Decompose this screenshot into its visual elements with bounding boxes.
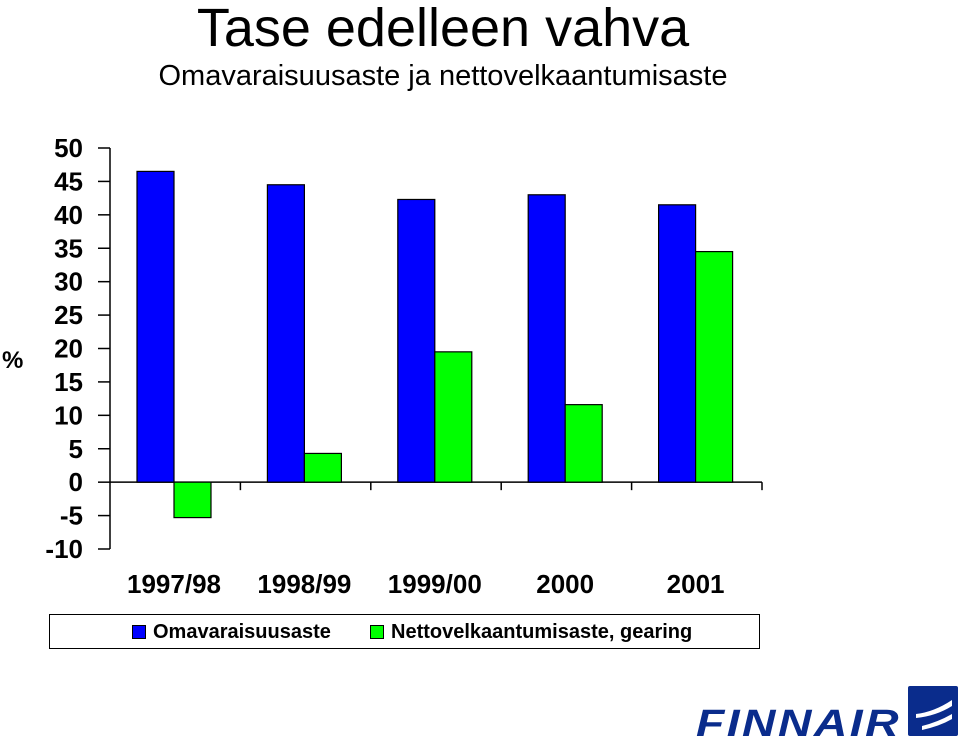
y-axis-label: %	[2, 347, 23, 374]
finnair-mark-icon	[908, 686, 958, 736]
bar-omavaraisuusaste-4	[657, 204, 697, 483]
bar-gearing-2	[434, 351, 473, 483]
y-tick-label: 20	[54, 334, 83, 364]
y-tick-label: 30	[54, 267, 83, 297]
x-tick-label: 2001	[667, 569, 725, 599]
legend-item-omavaraisuusaste: Omavaraisuusaste	[132, 619, 331, 645]
legend-swatch-blue	[132, 625, 146, 639]
y-tick-label: -5	[60, 501, 83, 531]
legend-label: Nettovelkaantumisaste, gearing	[391, 620, 693, 643]
bar-omavaraisuusaste-0	[136, 170, 175, 483]
y-tick-label: 15	[54, 367, 83, 397]
bar-gearing-1	[303, 452, 342, 483]
x-tick-labels: 1997/98 1998/99 1999/00 2000 2001	[127, 569, 725, 599]
y-tick-label: 10	[54, 400, 83, 430]
y-tick-label: 5	[69, 434, 83, 464]
legend-swatch-green	[370, 625, 384, 639]
finnair-logo: FINNAIR	[696, 686, 958, 740]
legend-label: Omavaraisuusaste	[153, 620, 331, 643]
y-tick-label: 25	[54, 300, 83, 330]
y-tick-label: 35	[54, 233, 83, 263]
bar-omavaraisuusaste-3	[527, 194, 566, 483]
x-tick-label: 1998/99	[257, 569, 351, 599]
y-tick-label: -10	[45, 534, 83, 564]
legend-item-gearing: Nettovelkaantumisaste, gearing	[370, 619, 692, 645]
x-tick-label: 1997/98	[127, 569, 221, 599]
bar-gearing-4	[694, 250, 734, 483]
bar-omavaraisuusaste-2	[397, 198, 436, 483]
bars-group	[136, 170, 734, 519]
y-tick-label: 40	[54, 200, 83, 230]
x-tick-label: 1999/00	[388, 569, 482, 599]
legend: Omavaraisuusaste Nettovelkaantumisaste, …	[49, 614, 760, 649]
y-tick-label: 50	[54, 133, 83, 163]
chart-subtitle: Omavaraisuusaste ja nettovelkaantumisast…	[158, 60, 728, 92]
bar-gearing-0	[173, 481, 212, 519]
bar-omavaraisuusaste-1	[266, 184, 305, 483]
x-tick-label: 2000	[536, 569, 594, 599]
bar-gearing-3	[564, 404, 603, 483]
y-tick-label: 45	[54, 166, 83, 196]
chart-title: Tase edelleen vahva	[196, 0, 690, 58]
y-tick-label: 0	[69, 467, 83, 497]
finnair-wordmark: FINNAIR	[696, 703, 901, 740]
